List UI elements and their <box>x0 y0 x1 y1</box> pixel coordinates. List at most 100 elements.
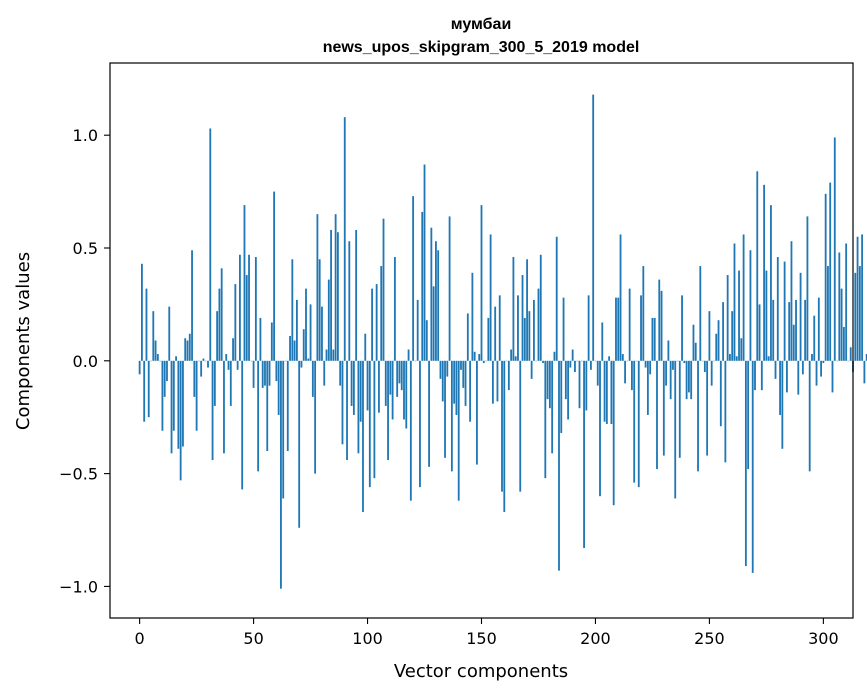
bar <box>362 361 364 512</box>
bar <box>729 354 731 361</box>
bar <box>517 295 519 360</box>
bar <box>360 361 362 422</box>
bar <box>371 289 373 361</box>
bar <box>396 361 398 397</box>
bar <box>401 361 403 390</box>
bar <box>615 298 617 361</box>
bar <box>191 250 193 361</box>
bar <box>426 320 428 361</box>
bar <box>314 361 316 474</box>
bar <box>731 311 733 361</box>
bar <box>574 361 576 372</box>
bar <box>601 322 603 360</box>
bar <box>674 361 676 499</box>
bar <box>162 361 164 431</box>
bar <box>617 298 619 361</box>
bar <box>307 359 309 361</box>
x-tick-label: 250 <box>694 629 725 648</box>
bar <box>221 268 223 361</box>
bar <box>275 361 277 381</box>
bar <box>640 295 642 360</box>
bar <box>711 361 713 386</box>
bar <box>572 350 574 361</box>
bar <box>793 325 795 361</box>
bar <box>590 361 592 370</box>
bar <box>342 361 344 444</box>
bar <box>768 356 770 361</box>
bar <box>462 361 464 388</box>
bar <box>820 361 822 377</box>
bar <box>611 361 613 424</box>
bar <box>474 352 476 361</box>
bar <box>282 361 284 499</box>
bar <box>797 361 799 395</box>
bar <box>788 302 790 361</box>
bar <box>613 361 615 505</box>
bar <box>652 318 654 361</box>
bar <box>832 361 834 393</box>
bar <box>373 361 375 478</box>
bar <box>465 361 467 406</box>
bar <box>629 289 631 361</box>
bar <box>622 354 624 361</box>
bar <box>339 361 341 386</box>
y-tick-label: −1.0 <box>59 577 98 596</box>
bar <box>645 361 647 368</box>
bar <box>718 320 720 361</box>
bar <box>665 361 667 386</box>
bar <box>223 361 225 454</box>
bar <box>843 327 845 361</box>
bar <box>604 361 606 422</box>
bar <box>214 361 216 406</box>
bar <box>724 361 726 463</box>
bar <box>269 361 271 386</box>
bar <box>738 271 740 361</box>
bar <box>599 361 601 496</box>
bar <box>148 361 150 417</box>
bar <box>419 361 421 487</box>
bar <box>802 361 804 375</box>
bar <box>804 300 806 361</box>
bar <box>697 361 699 472</box>
bar <box>624 361 626 384</box>
bar <box>184 338 186 361</box>
bar <box>679 361 681 458</box>
bar <box>403 361 405 420</box>
bar <box>291 259 293 361</box>
bar <box>813 316 815 361</box>
bar <box>770 205 772 361</box>
bar <box>271 322 273 360</box>
bar <box>344 117 346 361</box>
bar <box>585 361 587 411</box>
bar <box>244 205 246 361</box>
bar <box>203 359 205 361</box>
bar <box>278 361 280 415</box>
bar <box>440 361 442 379</box>
bar <box>335 214 337 361</box>
bar <box>260 318 262 361</box>
bar <box>399 361 401 384</box>
bar <box>241 361 243 490</box>
bar <box>262 361 264 388</box>
bar <box>408 350 410 361</box>
bar <box>845 243 847 360</box>
chart-title: мумбаи <box>451 16 512 33</box>
bar <box>289 336 291 361</box>
bar <box>294 341 296 361</box>
bar <box>606 361 608 424</box>
bar <box>257 361 259 472</box>
bar <box>139 361 141 375</box>
bar <box>487 318 489 361</box>
bar <box>531 361 533 379</box>
bar <box>234 284 236 361</box>
bar <box>460 361 462 370</box>
bar <box>715 334 717 361</box>
bar <box>433 286 435 360</box>
bar <box>667 341 669 361</box>
bar <box>471 273 473 361</box>
bar <box>287 361 289 451</box>
bar <box>442 361 444 402</box>
bar <box>152 311 154 361</box>
bar <box>743 234 745 360</box>
bar <box>510 350 512 361</box>
